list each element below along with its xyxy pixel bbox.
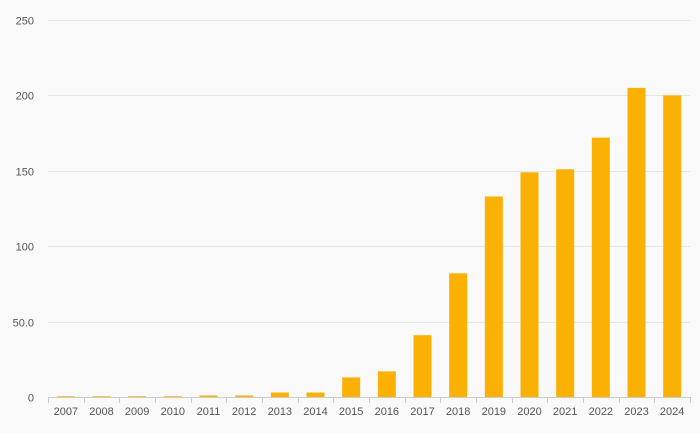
bar-2013[interactable] [270,392,289,397]
y-tick-label: 0 [28,393,34,405]
x-tick-label: 2014 [303,406,327,418]
bar-2023[interactable] [627,87,646,398]
x-tick-label: 2010 [161,406,185,418]
bar-2019[interactable] [484,196,503,397]
y-tick-label: 50.0 [13,318,34,330]
x-tick-label: 2008 [89,406,113,418]
bar-2008[interactable] [92,396,111,397]
x-axis [48,397,691,403]
y-tick-label: 150 [16,167,34,179]
x-tick-label: 2011 [197,406,221,418]
x-tick-label: 2007 [54,406,78,418]
x-axis-labels: 2007 2008 2009 2010 2011 2012 2013 2014 2015 2016… [54,406,685,418]
x-tick-label: 2021 [553,406,577,418]
x-tick-label: 2016 [375,406,399,418]
bar-2018[interactable] [449,273,468,397]
bar-2007[interactable] [56,396,75,397]
bar-2009[interactable] [128,396,147,397]
y-axis-labels: 0 50.0 100 150 200 250 [13,16,34,405]
bars [56,87,682,398]
x-tick-label: 2009 [125,406,149,418]
bar-2021[interactable] [556,169,575,397]
y-tick-label: 250 [16,16,34,28]
x-tick-label: 2012 [232,406,256,418]
y-tick-label: 200 [16,91,34,103]
x-tick-label: 2019 [482,406,506,418]
bar-2015[interactable] [342,377,361,397]
x-tick-label: 2023 [624,406,648,418]
bar-2024[interactable] [663,95,682,398]
x-tick-label: 2015 [339,406,363,418]
bar-2010[interactable] [163,396,182,397]
bar-2017[interactable] [413,335,432,397]
x-tick-label: 2022 [589,406,613,418]
x-tick-label: 2018 [446,406,470,418]
y-tick-label: 100 [16,242,34,254]
bar-2014[interactable] [306,392,325,397]
bar-2016[interactable] [377,371,396,397]
x-tick-label: 2017 [410,406,434,418]
bar-2022[interactable] [591,137,610,397]
bar-2020[interactable] [520,172,539,397]
bar-2012[interactable] [235,395,254,397]
bar-2011[interactable] [199,395,218,397]
gridlines [48,20,690,323]
x-tick-label: 2020 [517,406,541,418]
x-tick-label: 2024 [660,406,684,418]
x-tick-label: 2013 [268,406,292,418]
